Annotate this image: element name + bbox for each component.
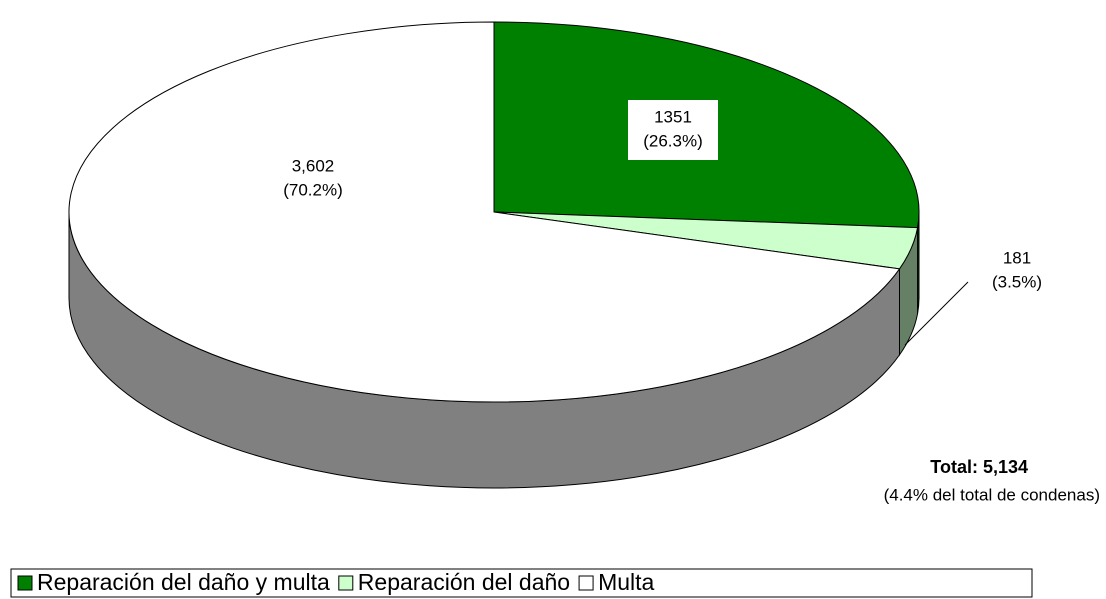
leader-line xyxy=(904,281,969,346)
label-box xyxy=(628,100,718,160)
total-note: (4.4% del total de condenas) xyxy=(884,485,1100,504)
legend-text: Multa xyxy=(598,569,654,595)
legend-box xyxy=(10,568,1033,598)
pie xyxy=(68,21,920,489)
percent-label: (70.2%) xyxy=(283,180,343,199)
legend-swatch xyxy=(17,575,33,591)
legend-swatch xyxy=(578,575,594,591)
value-label: 1351 xyxy=(654,107,692,126)
legend-text: Reparación del daño xyxy=(358,569,570,595)
legend-swatch xyxy=(338,575,354,591)
total-annotation: Total: 5,134 xyxy=(930,457,1028,477)
percent-label: (26.3%) xyxy=(643,131,703,150)
value-label: 3,602 xyxy=(292,156,335,175)
legend-text: Reparación del daño y multa xyxy=(37,569,330,595)
percent-label: (3.5%) xyxy=(992,272,1042,291)
slice xyxy=(68,21,901,403)
value-label: 181 xyxy=(1003,248,1031,267)
